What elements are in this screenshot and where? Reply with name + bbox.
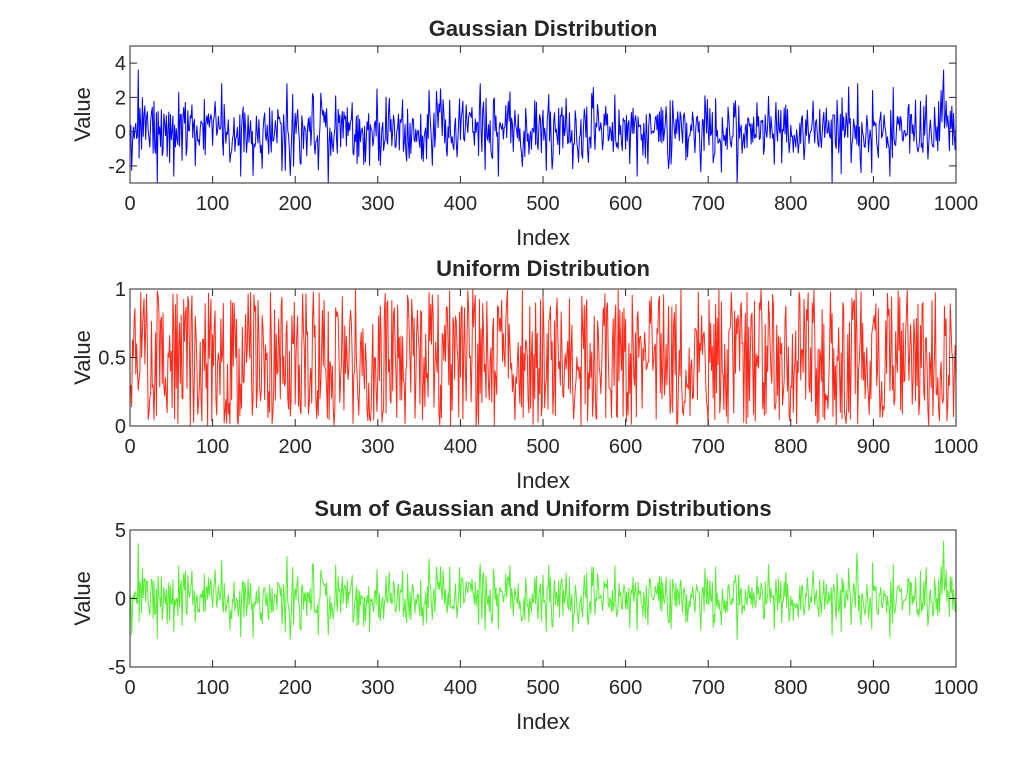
y-tick-label: 0.5 <box>98 348 126 370</box>
x-tick-label: 700 <box>692 677 725 699</box>
series-line <box>130 69 956 183</box>
x-tick-label: 800 <box>774 436 807 458</box>
chart-title: Sum of Gaussian and Uniform Distribution… <box>314 496 771 521</box>
y-tick-label: 5 <box>115 520 126 542</box>
x-tick-label: 400 <box>444 677 477 699</box>
x-axis-label: Index <box>516 709 570 734</box>
chart-2: 0 100 200 300 400 500 600 700 800 900 1000 0 0.5 1 Uni… <box>70 256 978 493</box>
chart-title: Uniform Distribution <box>436 256 650 281</box>
x-tick-label: 1000 <box>934 436 979 458</box>
x-tick-label: 800 <box>774 677 807 699</box>
y-tick-label: 0 <box>115 416 126 438</box>
x-tick-label: 600 <box>609 193 642 215</box>
x-tick-label: 600 <box>609 677 642 699</box>
chart-3: 0 100 200 300 400 500 600 700 800 900 1000-505Sum … <box>70 496 978 734</box>
x-tick-label: 800 <box>774 193 807 215</box>
x-tick-label: 1000 <box>934 193 979 215</box>
x-tick-label: 0 <box>124 436 135 458</box>
x-tick-label: 300 <box>361 677 394 699</box>
y-tick-label: -5 <box>108 657 126 679</box>
chart-1: 0 100 200 300 400 500 600 700 800 900 1000 -2 0 2 4 Gau… <box>70 16 978 250</box>
x-tick-label: 100 <box>196 677 229 699</box>
x-tick-label: 300 <box>361 436 394 458</box>
y-tick-label: 4 <box>115 53 126 75</box>
x-tick-label: 0 <box>124 193 135 215</box>
x-tick-label: 200 <box>279 436 312 458</box>
series-line <box>130 540 956 641</box>
x-tick-label: 700 <box>692 193 725 215</box>
x-tick-label: 1000 <box>934 677 979 699</box>
y-tick-label: 0 <box>115 589 126 611</box>
x-tick-label: 500 <box>526 193 559 215</box>
series-line <box>130 289 956 426</box>
x-tick-label: 700 <box>692 436 725 458</box>
x-tick-label: 100 <box>196 436 229 458</box>
x-tick-label: 500 <box>526 677 559 699</box>
x-axis-label: Index <box>516 225 570 250</box>
x-tick-label: 100 <box>196 193 229 215</box>
x-tick-label: 400 <box>444 193 477 215</box>
x-tick-label: 0 <box>124 677 135 699</box>
y-axis-label: Value <box>70 87 95 142</box>
y-tick-label: 1 <box>115 279 126 301</box>
x-tick-label: 200 <box>279 193 312 215</box>
y-tick-label: -2 <box>108 156 126 178</box>
y-tick-label: 0 <box>115 122 126 144</box>
x-axis-label: Index <box>516 468 570 493</box>
x-tick-label: 200 <box>279 677 312 699</box>
y-tick-label: 2 <box>115 87 126 109</box>
x-tick-label: 600 <box>609 436 642 458</box>
plot-area <box>129 529 957 668</box>
y-axis-label: Value <box>70 330 95 385</box>
x-tick-label: 900 <box>857 193 890 215</box>
y-axis-label: Value <box>70 571 95 626</box>
chart-title: Gaussian Distribution <box>429 16 658 41</box>
x-tick-label: 900 <box>857 677 890 699</box>
x-tick-label: 400 <box>444 436 477 458</box>
x-tick-label: 300 <box>361 193 394 215</box>
x-tick-label: 900 <box>857 436 890 458</box>
x-tick-label: 500 <box>526 436 559 458</box>
